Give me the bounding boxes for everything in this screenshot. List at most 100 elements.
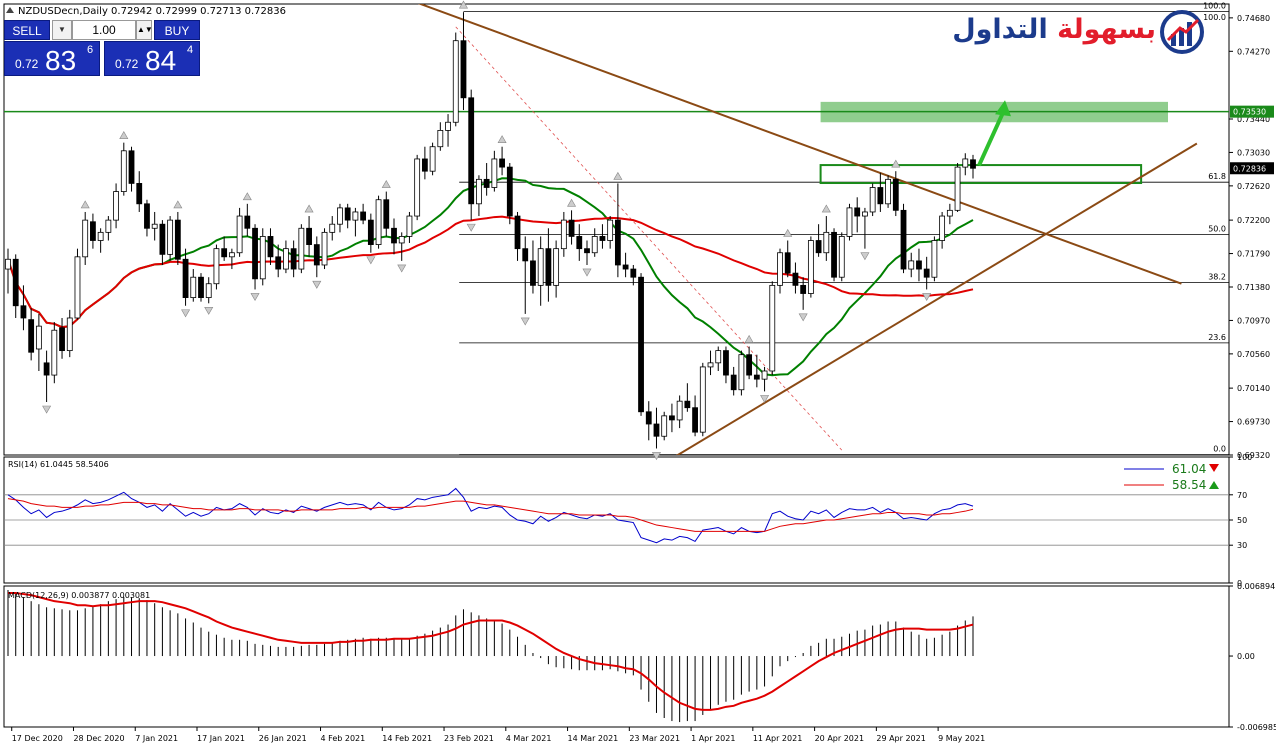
price-axis-label: 0.71790	[1237, 250, 1270, 259]
fib-level-label: 38.2	[1208, 273, 1226, 282]
candle-body	[452, 40, 459, 123]
price-axis-label: 0.70560	[1237, 350, 1270, 359]
price-axis-label: 0.70970	[1237, 316, 1270, 325]
lot-dropdown-icon[interactable]: ▼	[52, 20, 72, 40]
candle-body	[82, 219, 89, 258]
candle-body	[329, 223, 336, 233]
rsi-legend-down-icon	[1209, 464, 1219, 472]
candle-body	[553, 248, 560, 286]
candle-body	[939, 215, 946, 241]
fractal-down-marker	[181, 309, 191, 318]
candle-body	[391, 227, 397, 244]
rsi-legend-value: 61.04	[1172, 462, 1206, 476]
candle-body	[514, 215, 521, 250]
time-axis-label: 4 Mar 2021	[506, 734, 552, 743]
sell-button[interactable]: SELL	[4, 20, 50, 40]
price-axis-label: 0.69320	[1237, 451, 1270, 460]
brand-logo-blue: التداول	[952, 14, 1048, 45]
fib-level-label: 100.0	[1203, 1, 1226, 10]
price-axis-label: 0.69730	[1237, 418, 1270, 427]
candle-body	[28, 319, 35, 353]
candle-body	[275, 256, 282, 270]
buy-price-box[interactable]: 0.72 84 4	[104, 41, 200, 76]
sell-price-box[interactable]: 0.72 83 6	[4, 41, 100, 76]
fractal-down-marker	[860, 252, 870, 261]
candle-body	[113, 191, 119, 221]
fractal-up-marker	[613, 171, 623, 180]
fractal-down-marker	[397, 264, 407, 273]
candle-body	[190, 276, 197, 298]
candle-body	[630, 268, 637, 278]
downtrend-trendline	[417, 4, 1182, 285]
fib-level-label: 23.6	[1208, 333, 1226, 342]
fractal-up-marker	[497, 135, 507, 144]
candle-body	[429, 146, 436, 172]
candle-body	[398, 236, 405, 244]
price-axis-label: 0.74680	[1237, 14, 1270, 23]
candle-body	[761, 370, 768, 380]
sell-price-prefix: 0.72	[15, 57, 39, 71]
candle-body	[421, 158, 428, 172]
candle-body	[738, 354, 745, 391]
candle-body	[252, 227, 258, 280]
candle-body	[298, 227, 305, 270]
candle-body	[707, 362, 714, 368]
candle-body	[607, 219, 614, 241]
candle-body	[313, 244, 320, 266]
candle-body	[862, 211, 868, 217]
rsi-legend-up-icon	[1209, 481, 1219, 489]
candle-body	[483, 178, 490, 188]
candle-body	[769, 284, 776, 372]
candle-body	[74, 256, 81, 319]
sell-price-fraction: 6	[87, 44, 94, 56]
candle-body	[699, 366, 706, 433]
time-axis-label: 11 Apr 2021	[753, 734, 802, 743]
candle-body	[367, 219, 374, 245]
time-axis-label: 23 Mar 2021	[629, 734, 680, 743]
candle-body	[684, 400, 691, 409]
candle-body	[283, 248, 289, 270]
candle-body	[174, 219, 181, 260]
candle-body	[59, 327, 65, 352]
macd-axis-label: 0.006894	[1237, 582, 1275, 591]
candle-body	[908, 260, 915, 270]
candle-body	[900, 209, 907, 270]
candle-body	[746, 354, 753, 376]
time-axis-label: 9 May 2021	[938, 734, 985, 743]
candle-body	[946, 209, 953, 217]
fractal-down-marker	[250, 293, 260, 302]
fib-level-label: 0.0	[1213, 445, 1226, 454]
candle-body	[414, 158, 421, 217]
uptrend-trendline	[675, 142, 1198, 455]
candle-body	[198, 276, 204, 298]
candle-body	[622, 264, 629, 270]
fractal-down-marker	[312, 280, 322, 289]
fractal-up-marker	[173, 200, 183, 209]
time-axis-label: 28 Dec 2020	[73, 734, 124, 743]
candle-body	[499, 158, 505, 168]
fractal-up-marker	[744, 334, 754, 343]
candle-body	[244, 215, 251, 229]
buy-button[interactable]: BUY	[154, 20, 200, 40]
rsi-legend-value: 58.54	[1172, 478, 1206, 492]
macd-signal-line	[8, 592, 974, 711]
candle-body	[460, 40, 467, 99]
time-axis-label: 17 Dec 2020	[12, 734, 63, 743]
time-axis-label: 14 Mar 2021	[568, 734, 619, 743]
candle-body	[151, 223, 158, 229]
candle-body	[584, 248, 590, 254]
lot-size-field[interactable]: 1.00	[72, 20, 136, 40]
candle-body	[66, 317, 73, 352]
current-price-label: 0.72836	[1233, 164, 1266, 173]
candle-body	[213, 248, 220, 285]
candle-body	[838, 236, 845, 278]
ma-20-line	[7, 177, 974, 377]
fractal-up-marker	[783, 228, 793, 237]
candle-body	[437, 130, 444, 148]
candle-body	[375, 199, 382, 245]
lot-spinner-icon[interactable]: ▲▼	[136, 20, 153, 40]
rsi-signal-line	[7, 498, 974, 532]
rsi-title: RSI(14) 61.0445 58.5406	[8, 460, 109, 469]
candle-body	[537, 248, 544, 286]
